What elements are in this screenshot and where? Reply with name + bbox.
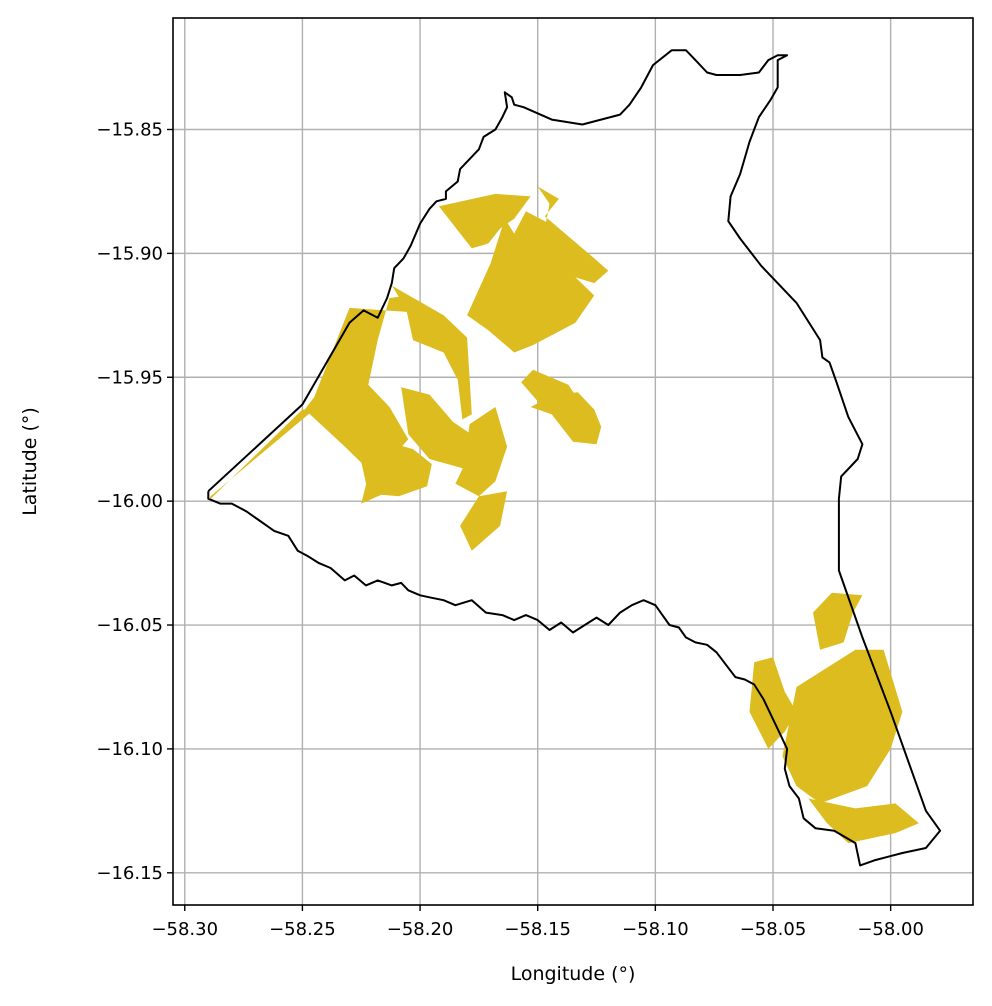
x-tick-label-2: −58.20 bbox=[387, 919, 454, 940]
parcel-12 bbox=[530, 392, 602, 445]
parcel-14 bbox=[813, 592, 863, 650]
parcel-2 bbox=[467, 211, 595, 353]
x-axis-label: Longitude (°) bbox=[511, 963, 636, 985]
x-tick-label-6: −58.00 bbox=[857, 919, 924, 940]
parcel-fills bbox=[208, 186, 919, 844]
plot-frame bbox=[172, 17, 974, 906]
x-tick-label-3: −58.15 bbox=[504, 919, 571, 940]
x-tick-label-4: −58.10 bbox=[622, 919, 689, 940]
y-tick-label-6: −16.15 bbox=[96, 863, 163, 884]
parcel-15 bbox=[782, 649, 903, 804]
y-tick-label-1: −15.90 bbox=[96, 243, 163, 264]
y-tick-label-0: −15.85 bbox=[96, 119, 163, 140]
parcel-8 bbox=[460, 491, 508, 551]
parcel-10 bbox=[361, 444, 395, 504]
parcel-13 bbox=[749, 657, 797, 749]
parcel-1 bbox=[438, 193, 531, 249]
y-tick-label-3: −16.00 bbox=[96, 491, 163, 512]
parcel-6 bbox=[401, 387, 486, 469]
x-tick-label-1: −58.25 bbox=[269, 919, 336, 940]
parcel-5 bbox=[391, 285, 472, 420]
boundary-outline bbox=[207, 49, 942, 867]
y-tick-label-2: −15.95 bbox=[96, 367, 163, 388]
x-tick-label-5: −58.05 bbox=[740, 919, 807, 940]
y-axis-label: Latitude (°) bbox=[19, 407, 41, 516]
parcel-7 bbox=[455, 407, 508, 497]
parcel-16 bbox=[808, 798, 919, 844]
axis-ticks: −58.30 −58.25 −58.20 −58.15 −58.10 −58.05 −58.… bbox=[96, 119, 924, 940]
y-tick-label-4: −16.05 bbox=[96, 615, 163, 636]
parcel-4 bbox=[304, 295, 421, 477]
parcel-3 bbox=[537, 186, 609, 284]
y-tick-label-5: −16.10 bbox=[96, 739, 163, 760]
x-tick-label-0: −58.30 bbox=[151, 919, 218, 940]
